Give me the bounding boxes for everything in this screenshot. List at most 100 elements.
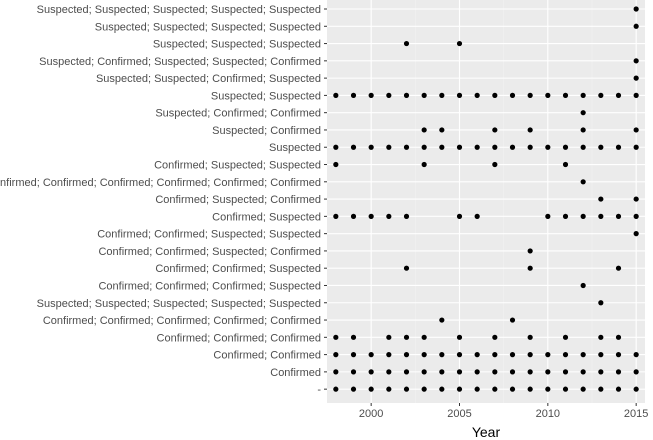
data-point	[580, 369, 586, 375]
x-tick-label: 2010	[536, 408, 560, 420]
data-point	[403, 334, 410, 340]
data-point	[421, 386, 427, 392]
y-tick-label: Suspected; Suspected; Suspected; Suspect…	[37, 4, 321, 16]
data-point	[527, 248, 533, 254]
y-tick-label: Suspected; Suspected; Suspected; Suspect…	[95, 21, 321, 33]
data-point	[368, 92, 374, 98]
data-point	[386, 213, 392, 219]
data-point	[474, 386, 480, 392]
data-point	[456, 144, 463, 150]
data-point	[615, 92, 622, 98]
y-tick-label: Confirmed; Confirmed; Confirmed; Confirm…	[0, 177, 321, 189]
data-point	[527, 144, 533, 150]
data-point	[509, 386, 516, 392]
data-point	[421, 334, 427, 340]
data-point	[615, 386, 622, 392]
y-tick-label: Suspected; Suspected; Suspected; Suspect…	[37, 298, 321, 310]
data-point	[527, 352, 533, 358]
data-point	[492, 334, 498, 340]
data-point	[350, 92, 357, 98]
data-point	[439, 352, 445, 358]
y-tick-label: Confirmed; Confirmed; Confirmed; Confirm…	[43, 315, 321, 327]
data-point	[386, 334, 392, 340]
data-point	[403, 144, 410, 150]
data-point	[545, 369, 551, 375]
data-point	[386, 369, 392, 375]
data-point	[509, 369, 516, 375]
y-axis: Suspected; Suspected; Suspected; Suspect…	[0, 4, 327, 396]
data-point	[545, 144, 551, 150]
data-point	[545, 92, 551, 98]
data-point	[333, 213, 339, 219]
data-point	[333, 334, 339, 340]
data-point	[421, 161, 427, 168]
data-point	[615, 265, 622, 271]
data-point	[598, 92, 604, 98]
y-tick-label: Confirmed	[270, 367, 321, 379]
data-point	[615, 144, 622, 150]
x-tick-label: 2015	[624, 408, 648, 420]
data-point	[492, 386, 498, 392]
y-tick-label: Suspected; Confirmed	[212, 125, 321, 137]
data-point	[350, 144, 357, 150]
data-point	[509, 352, 516, 358]
data-point	[580, 92, 586, 98]
data-point	[386, 386, 392, 392]
data-point	[527, 386, 533, 392]
data-point	[368, 352, 374, 358]
data-point	[474, 144, 480, 150]
data-point	[580, 179, 586, 185]
data-point	[580, 213, 586, 219]
data-point	[527, 127, 533, 133]
data-point	[527, 369, 533, 375]
data-point	[492, 161, 498, 168]
data-point	[562, 213, 569, 219]
data-point	[598, 369, 604, 375]
y-tick-label: Confirmed; Confirmed; Suspected; Confirm…	[98, 246, 321, 258]
data-point	[580, 110, 586, 116]
data-point	[368, 369, 374, 375]
data-point	[527, 92, 533, 98]
y-tick-label: Suspected; Suspected; Confirmed; Suspect…	[96, 73, 321, 85]
data-point	[633, 58, 639, 64]
data-point	[456, 352, 463, 358]
data-point	[633, 23, 639, 29]
data-point	[562, 161, 569, 168]
y-tick-label: Confirmed; Confirmed; Suspected	[155, 263, 321, 275]
data-point	[598, 386, 604, 392]
data-point	[633, 386, 639, 392]
data-point	[598, 144, 604, 150]
data-point	[350, 334, 357, 340]
data-point	[492, 127, 498, 133]
data-point	[456, 92, 463, 98]
data-point	[474, 213, 480, 219]
data-point	[403, 352, 410, 358]
data-point	[527, 265, 533, 271]
data-point	[562, 369, 569, 375]
data-point	[509, 92, 516, 98]
data-point	[509, 144, 516, 150]
data-point	[403, 265, 410, 271]
data-point	[509, 317, 516, 323]
data-point	[633, 231, 639, 237]
data-point	[439, 369, 445, 375]
data-point	[350, 213, 357, 219]
data-point	[474, 352, 480, 358]
data-point	[456, 40, 463, 47]
x-axis-label: Year	[472, 424, 501, 440]
data-point	[633, 92, 639, 98]
data-point	[403, 369, 410, 375]
data-point	[562, 92, 569, 98]
data-point	[545, 352, 551, 358]
data-point	[386, 92, 392, 98]
data-point	[615, 334, 622, 340]
data-point	[439, 386, 445, 392]
data-point	[492, 144, 498, 150]
data-point	[598, 352, 604, 358]
data-point	[633, 6, 639, 12]
y-tick-label: -	[317, 384, 321, 396]
data-point	[615, 352, 622, 358]
data-point	[615, 213, 622, 219]
y-tick-label: Confirmed; Suspected	[212, 211, 321, 223]
data-point	[598, 196, 604, 202]
